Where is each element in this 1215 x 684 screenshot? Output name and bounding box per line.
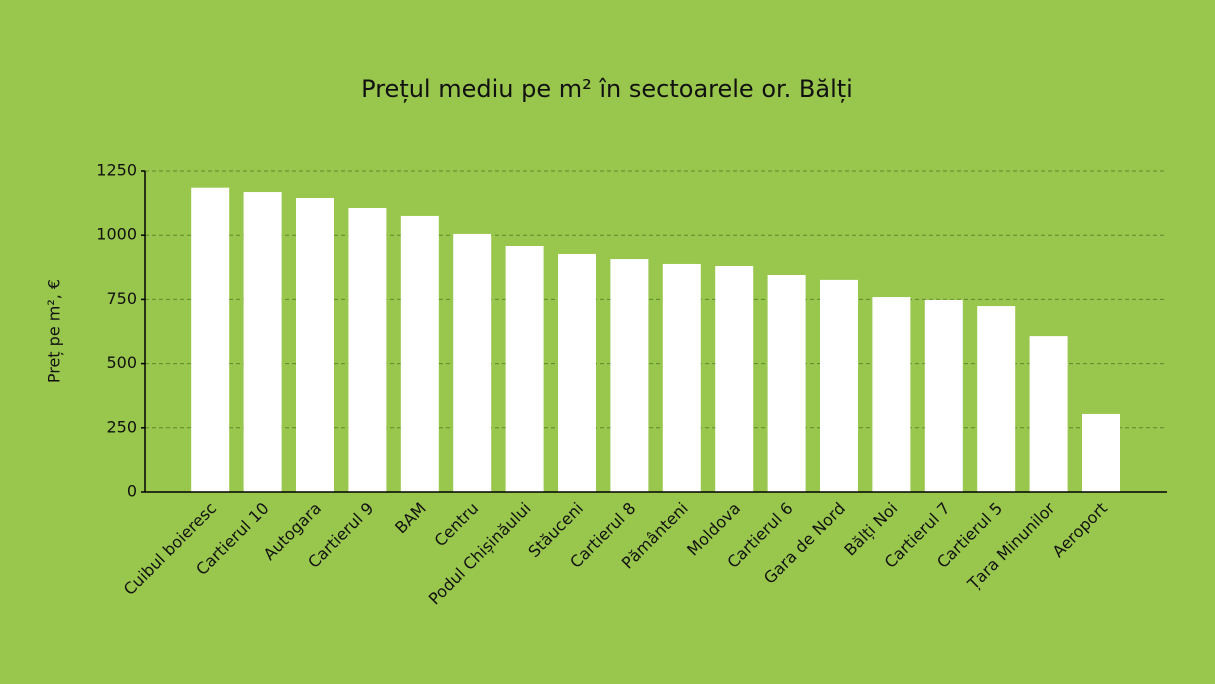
bar (872, 297, 911, 492)
bar (296, 197, 334, 493)
chart-title: Prețul mediu pe m² în sectoarele or. Băl… (361, 75, 853, 103)
y-tick-label: 0 (127, 482, 137, 501)
bar (610, 259, 649, 492)
bar (558, 253, 596, 492)
y-axis-label: Preț pe m², € (45, 279, 64, 383)
bar (715, 266, 754, 492)
y-tick-label: 750 (106, 289, 137, 308)
bar (400, 215, 439, 492)
bar (977, 306, 1016, 492)
bar (767, 275, 806, 492)
bar (1082, 413, 1120, 492)
y-tick-label: 1250 (96, 161, 137, 180)
bar (820, 279, 858, 492)
bar (453, 233, 492, 492)
bar (505, 245, 544, 492)
bar (1029, 336, 1068, 492)
bar (191, 187, 230, 492)
y-tick-label: 500 (106, 353, 137, 372)
bar (924, 299, 963, 492)
y-tick-label: 1000 (96, 225, 137, 244)
bar (662, 263, 701, 492)
bar (348, 207, 387, 493)
bar (243, 192, 282, 492)
y-tick-label: 250 (106, 417, 137, 436)
